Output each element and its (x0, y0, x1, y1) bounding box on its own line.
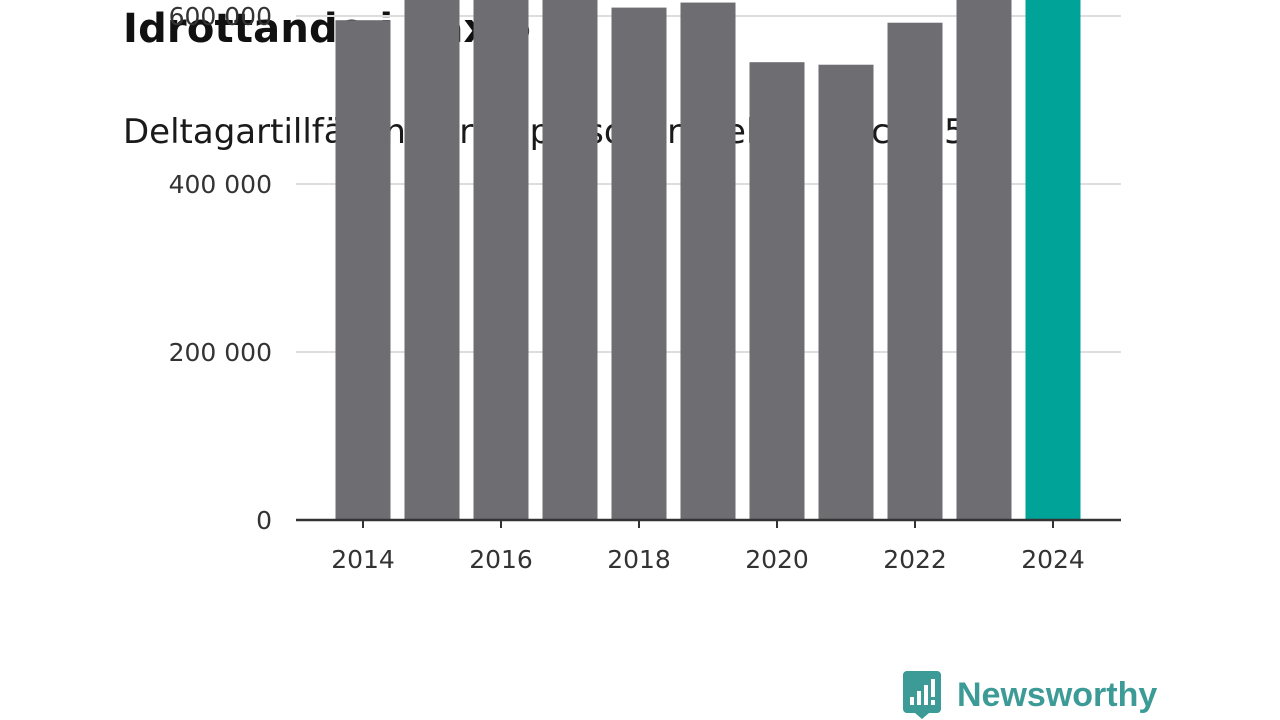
bar-2021 (818, 64, 874, 520)
x-tick-label: 2024 (1021, 545, 1085, 574)
bar-2022 (887, 22, 943, 520)
bar-2015 (404, 0, 460, 520)
axes (296, 518, 1121, 528)
brand-logo: Newsworthy (903, 670, 1157, 720)
bar-2016 (473, 0, 529, 521)
bar-2023 (956, 0, 1012, 521)
labels: 0 200 000 400 000 600 000 2014 2016 2018 2020 20… (169, 2, 1085, 574)
y-tick-label: 600 000 (169, 2, 272, 31)
x-tick-label: 2016 (469, 545, 533, 574)
y-tick-label: 400 000 (169, 170, 272, 199)
x-tick-label: 2020 (745, 545, 809, 574)
brand-name: Newsworthy (957, 676, 1158, 714)
bar-chart: 0 200 000 400 000 600 000 2014 2016 2018 2020 20… (169, 0, 1121, 574)
bar-2018 (611, 7, 667, 521)
bar-2014 (335, 20, 391, 520)
bar-2019 (680, 2, 736, 521)
bars (335, 0, 1081, 521)
newsworthy-logo-icon (903, 671, 941, 719)
bar-2024 (1025, 0, 1081, 520)
y-tick-label: 200 000 (169, 338, 272, 367)
bar-2020 (749, 62, 805, 520)
bar-2017 (542, 0, 598, 521)
x-tick-label: 2022 (883, 545, 947, 574)
x-tick-label: 2014 (331, 545, 395, 574)
chart-title: Idrottande i Växjö (123, 6, 532, 52)
y-tick-label: 0 (256, 506, 272, 535)
x-tick-label: 2018 (607, 545, 671, 574)
